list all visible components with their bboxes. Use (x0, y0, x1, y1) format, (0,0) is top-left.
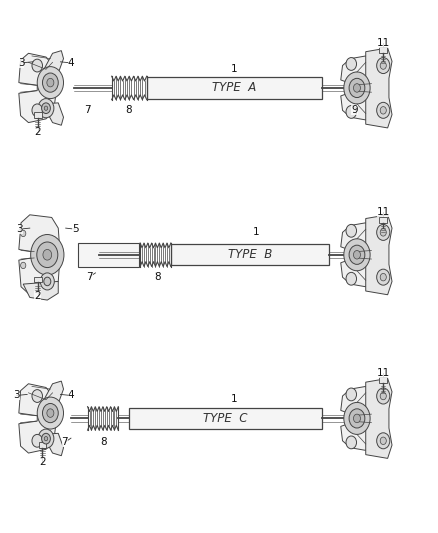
Circle shape (40, 273, 54, 290)
Text: 2: 2 (34, 292, 41, 301)
Polygon shape (42, 51, 64, 73)
Text: 11: 11 (377, 207, 390, 217)
Bar (379, 47, 387, 53)
Text: 2: 2 (34, 127, 41, 137)
Text: 11: 11 (377, 368, 390, 377)
Bar (34, 277, 42, 282)
Circle shape (42, 433, 50, 444)
Polygon shape (23, 281, 58, 300)
Polygon shape (341, 56, 371, 120)
Circle shape (37, 397, 64, 429)
Text: 7: 7 (84, 106, 91, 115)
Text: 7: 7 (86, 272, 93, 281)
Polygon shape (19, 53, 56, 123)
Circle shape (31, 235, 64, 275)
Polygon shape (366, 48, 392, 128)
Text: 8: 8 (154, 272, 161, 281)
Circle shape (42, 403, 58, 423)
Circle shape (380, 437, 386, 445)
Circle shape (43, 249, 52, 260)
Circle shape (346, 388, 357, 401)
Circle shape (380, 273, 386, 281)
Circle shape (353, 414, 360, 423)
Circle shape (38, 429, 54, 448)
Polygon shape (341, 386, 371, 450)
Circle shape (346, 106, 357, 118)
Circle shape (32, 104, 42, 117)
Circle shape (37, 67, 64, 99)
Circle shape (32, 390, 42, 402)
Circle shape (377, 102, 390, 118)
Circle shape (42, 103, 50, 114)
Polygon shape (366, 378, 392, 458)
Circle shape (377, 269, 390, 285)
Polygon shape (341, 223, 371, 287)
Polygon shape (42, 381, 64, 403)
Circle shape (377, 388, 390, 404)
Circle shape (349, 245, 365, 264)
Circle shape (344, 402, 370, 434)
Circle shape (47, 78, 54, 87)
Polygon shape (366, 215, 392, 295)
Circle shape (344, 239, 370, 271)
Circle shape (349, 409, 365, 428)
Circle shape (21, 230, 26, 237)
Circle shape (346, 58, 357, 70)
Text: TYPE  C: TYPE C (203, 412, 248, 425)
Circle shape (44, 437, 48, 441)
Bar (147, 77, 322, 99)
Text: 1: 1 (231, 394, 238, 403)
Circle shape (377, 58, 390, 74)
Circle shape (380, 62, 386, 69)
Circle shape (38, 99, 54, 118)
Circle shape (346, 224, 357, 237)
Circle shape (377, 224, 390, 240)
Circle shape (32, 434, 42, 447)
Text: 1: 1 (253, 228, 260, 237)
Circle shape (346, 272, 357, 285)
Text: 3: 3 (18, 58, 25, 68)
Circle shape (353, 84, 360, 92)
Bar (34, 112, 42, 118)
Circle shape (353, 251, 360, 259)
Circle shape (32, 59, 42, 72)
Circle shape (47, 409, 54, 417)
Polygon shape (42, 103, 64, 125)
Text: 4: 4 (67, 58, 74, 68)
Circle shape (377, 433, 390, 449)
Text: 1: 1 (231, 64, 238, 74)
Text: TYPE  A: TYPE A (212, 82, 257, 94)
Text: 3: 3 (16, 224, 23, 234)
Bar (129, 408, 322, 429)
Text: 2: 2 (39, 457, 46, 466)
Bar (39, 442, 46, 448)
Text: 4: 4 (67, 391, 74, 400)
Text: 3: 3 (13, 391, 20, 400)
Circle shape (344, 72, 370, 104)
Circle shape (21, 262, 26, 269)
Bar (171, 244, 328, 265)
Bar (379, 217, 387, 223)
Circle shape (380, 229, 386, 236)
Bar (379, 377, 387, 383)
Circle shape (42, 73, 58, 92)
Circle shape (380, 107, 386, 114)
Text: 8: 8 (100, 438, 107, 447)
Text: 9: 9 (351, 106, 358, 115)
Text: 8: 8 (125, 106, 132, 115)
Circle shape (349, 78, 365, 98)
Circle shape (380, 392, 386, 400)
Text: 5: 5 (72, 224, 79, 234)
Circle shape (346, 436, 357, 449)
Text: TYPE  B: TYPE B (227, 248, 272, 261)
Circle shape (44, 106, 48, 110)
Bar (78, 243, 139, 266)
Text: 11: 11 (377, 38, 390, 47)
Polygon shape (19, 384, 56, 453)
Polygon shape (42, 433, 64, 456)
Circle shape (44, 277, 51, 286)
Polygon shape (19, 215, 60, 295)
Text: 7: 7 (61, 438, 68, 447)
Circle shape (37, 242, 58, 268)
